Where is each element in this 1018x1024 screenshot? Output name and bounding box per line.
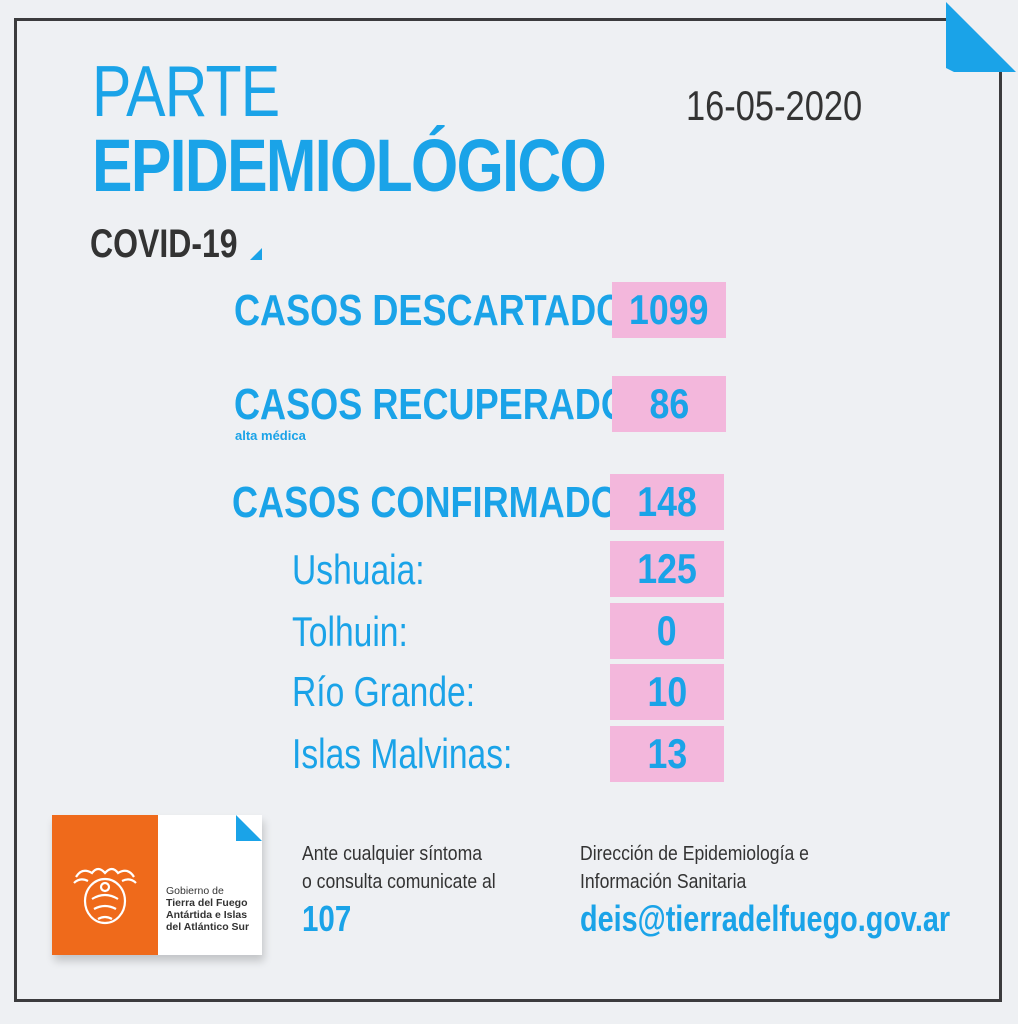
recuperados-label: CASOS RECUPERADOS: bbox=[234, 380, 666, 429]
contact-line1: Ante cualquier síntoma bbox=[302, 843, 483, 865]
recuperados-value-box: 86 bbox=[612, 376, 726, 432]
logo-text-line1: Gobierno de bbox=[166, 885, 224, 897]
confirmados-value: 148 bbox=[637, 478, 697, 525]
localidad-value-box: 125 bbox=[610, 541, 724, 597]
logo-text: Gobierno de Tierra del Fuego Antártida e… bbox=[166, 885, 249, 933]
contact-line2: o consulta comunicate al bbox=[302, 871, 496, 893]
logo-text-line2: Tierra del Fuego bbox=[166, 897, 248, 909]
recuperados-value: 86 bbox=[649, 380, 689, 427]
subtitle: COVID-19 bbox=[90, 222, 238, 266]
page-title-line2: EPIDEMIOLÓGICO bbox=[92, 124, 607, 207]
localidad-label: Islas Malvinas: bbox=[292, 730, 513, 777]
localidad-value: 10 bbox=[647, 668, 687, 715]
descartados-value: 1099 bbox=[629, 286, 709, 333]
logo-text-line4: del Atlántico Sur bbox=[166, 921, 250, 933]
page-title-line1: PARTE bbox=[92, 52, 280, 132]
localidad-value-box: 10 bbox=[610, 664, 724, 720]
border-frame bbox=[14, 18, 1002, 1002]
localidad-label: Río Grande: bbox=[292, 668, 476, 715]
localidad-label: Ushuaia: bbox=[292, 546, 425, 593]
recuperados-note: alta médica bbox=[235, 428, 306, 443]
report-date: 16-05-2020 bbox=[686, 82, 863, 129]
accent-triangle-icon bbox=[250, 248, 262, 260]
logo-orange-panel bbox=[52, 815, 158, 955]
localidad-value: 0 bbox=[657, 607, 677, 654]
corner-triangle-icon bbox=[946, 2, 1016, 72]
descartados-label: CASOS DESCARTADOS: bbox=[234, 286, 661, 335]
logo-text-line3: Antártida e Islas bbox=[166, 909, 248, 921]
localidad-value: 125 bbox=[637, 545, 697, 592]
logo-corner-triangle-icon bbox=[236, 815, 262, 841]
department-line1: Dirección de Epidemiología e bbox=[580, 843, 809, 865]
localidad-value: 13 bbox=[647, 730, 687, 777]
localidad-value-box: 13 bbox=[610, 726, 724, 782]
phone-number[interactable]: 107 bbox=[302, 898, 352, 939]
localidad-label: Tolhuin: bbox=[292, 608, 408, 655]
coat-of-arms-icon bbox=[73, 867, 137, 925]
descartados-value-box: 1099 bbox=[612, 282, 726, 338]
confirmados-value-box: 148 bbox=[610, 474, 724, 530]
contact-email[interactable]: deis@tierradelfuego.gov.ar bbox=[580, 898, 951, 939]
department-line2: Información Sanitaria bbox=[580, 871, 747, 893]
government-logo-card: Gobierno de Tierra del Fuego Antártida e… bbox=[52, 815, 262, 955]
confirmados-label: CASOS CONFIRMADOS: bbox=[232, 478, 655, 527]
localidad-value-box: 0 bbox=[610, 603, 724, 659]
